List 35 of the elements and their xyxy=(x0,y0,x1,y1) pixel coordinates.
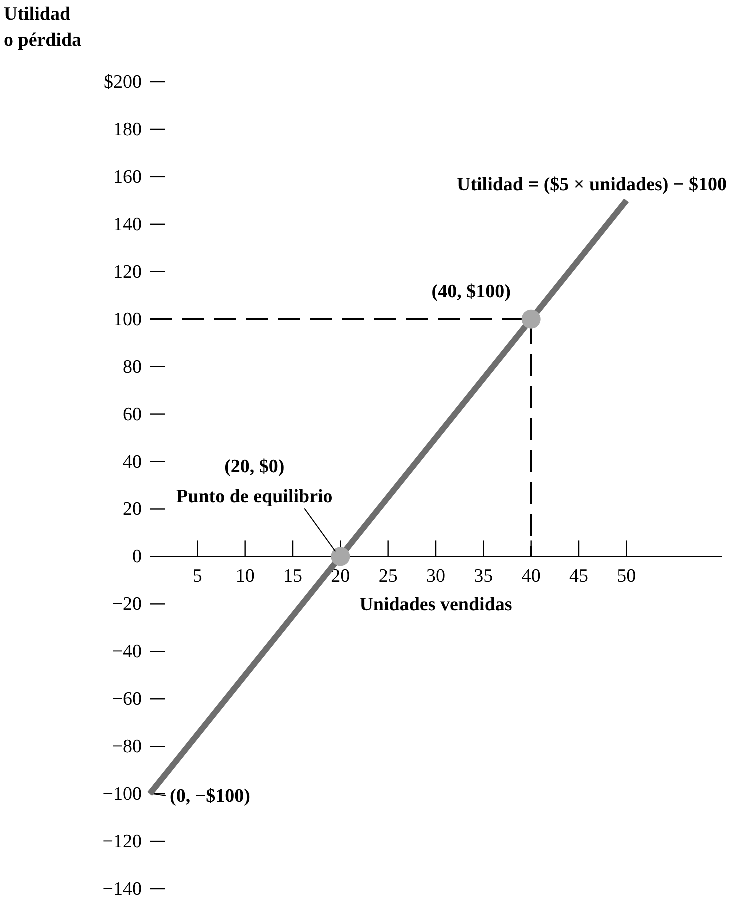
x-tick-label: 30 xyxy=(426,566,446,588)
y-tick-label: −140 xyxy=(102,879,142,900)
x-tick-label: 10 xyxy=(236,566,255,588)
y-tick-label: −100 xyxy=(102,784,142,806)
y-tick-label: 180 xyxy=(114,119,142,140)
y-tick-label: 120 xyxy=(114,262,142,283)
x-tick-label: 45 xyxy=(570,566,588,588)
y-tick-label: 100 xyxy=(114,309,142,330)
y-tick-label: −120 xyxy=(102,832,142,853)
y-tick-label: 40 xyxy=(123,452,142,473)
x-tick-label: 25 xyxy=(378,566,398,588)
x-tick-label: 50 xyxy=(617,566,636,588)
x-tick-label: 15 xyxy=(284,566,302,588)
y-tick-label: 20 xyxy=(123,499,142,520)
x-tick-label: 40 xyxy=(522,566,541,588)
annotation: Punto de equilibrio xyxy=(176,486,333,508)
y-tick-label: 0 xyxy=(132,546,142,568)
y-tick-label: 140 xyxy=(114,214,142,236)
y-tick-label: $200 xyxy=(104,72,142,93)
y-tick-label: −20 xyxy=(112,594,142,616)
x-tick-label: 20 xyxy=(331,566,350,588)
annotation: (0, −$100) xyxy=(170,786,250,808)
annotation: (40, $100) xyxy=(432,281,511,302)
y-tick-label: −80 xyxy=(112,736,142,758)
x-axis-title: Unidades vendidas xyxy=(360,594,512,616)
series-label: Utilidad = ($5 × unidades) − $100 xyxy=(456,174,727,196)
y-axis-title: Utilidad o pérdida xyxy=(4,4,82,51)
y-tick-label: −40 xyxy=(112,642,142,663)
x-tick-label: 5 xyxy=(192,566,202,588)
y-tick-label: 160 xyxy=(114,166,142,188)
annotation: (20, $0) xyxy=(224,456,285,478)
y-tick-label: −60 xyxy=(112,689,142,710)
y-tick-label: 60 xyxy=(123,404,142,426)
y-tick-label: 80 xyxy=(123,356,142,378)
x-tick-label: 35 xyxy=(474,566,494,588)
